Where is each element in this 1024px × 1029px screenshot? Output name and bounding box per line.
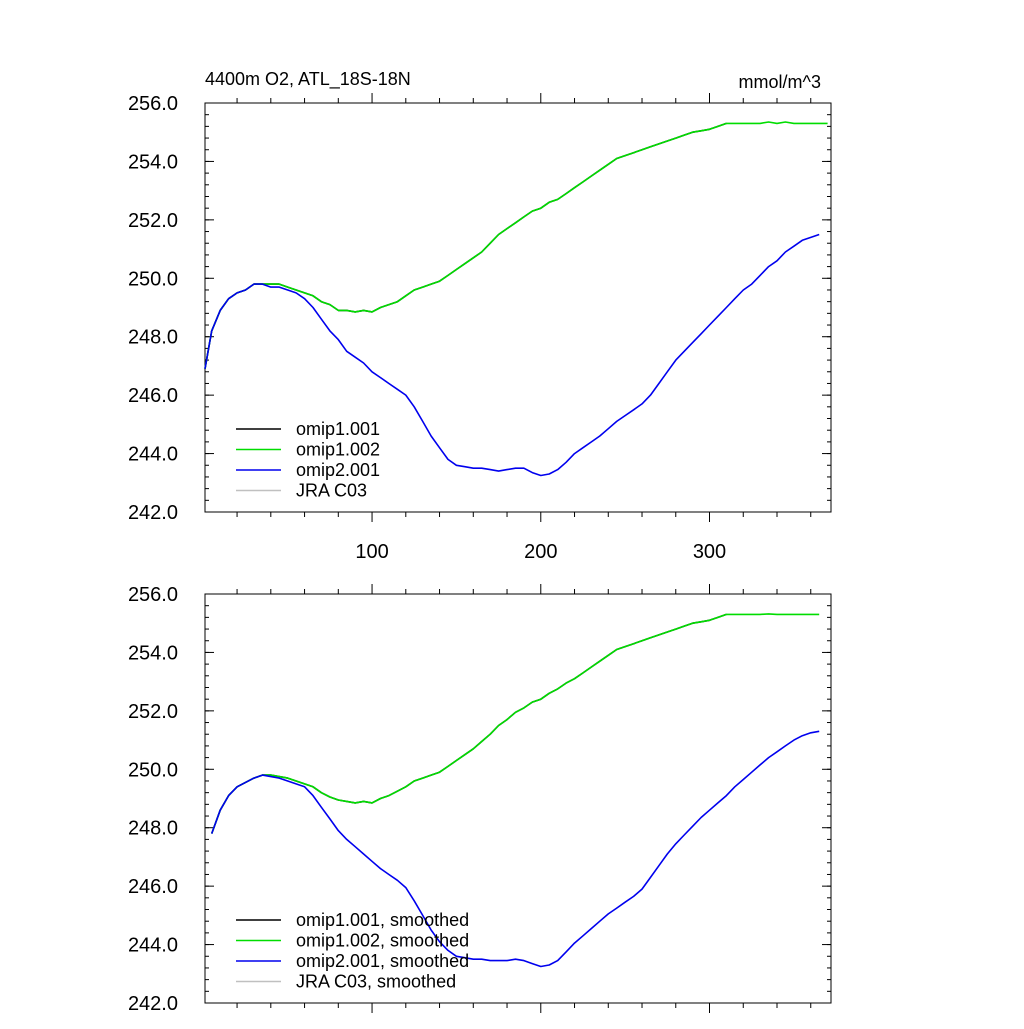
- lower-y-tick-label: 244.0: [128, 935, 178, 957]
- lower-plot-frame: [204, 593, 832, 1004]
- lower-y-tick-label: 248.0: [128, 818, 178, 840]
- lower-series-line-1: [210, 613, 727, 834]
- upper-panel: 4400m O2, ATL_18S-18N mmol/m^3 242.0 244.…: [128, 69, 832, 563]
- lower-legend-label: omip1.001, smoothed: [296, 910, 469, 930]
- upper-x-tick-label: 100: [355, 541, 388, 563]
- upper-y-tick-label: 256.0: [128, 93, 178, 115]
- lower-legend-label: JRA C03, smoothed: [296, 972, 456, 992]
- lower-legend-label: omip2.001, smoothed: [296, 951, 469, 971]
- upper-legend-label: omip1.001: [296, 419, 380, 439]
- lower-y-tick-label: 254.0: [128, 642, 178, 664]
- lower-legend-label: omip1.002, smoothed: [296, 931, 469, 951]
- upper-series-lines: [204, 121, 828, 477]
- lower-y-tick-label: 246.0: [128, 876, 178, 898]
- lower-series-line-2: [210, 613, 820, 834]
- lower-y-tick-label: 242.0: [128, 993, 178, 1015]
- upper-y-tick-label: 254.0: [128, 151, 178, 173]
- lower-series-lines: [210, 613, 820, 968]
- upper-axis-ticks: [205, 93, 831, 522]
- upper-y-tick-label: 248.0: [128, 327, 178, 349]
- upper-x-tick-label: 300: [693, 541, 726, 563]
- upper-y-tick-label: 244.0: [128, 444, 178, 466]
- upper-y-tick-label: 250.0: [128, 268, 178, 290]
- upper-panel-units: mmol/m^3: [739, 72, 821, 92]
- upper-panel-title: 4400m O2, ATL_18S-18N: [205, 69, 411, 90]
- upper-series-line-2: [204, 121, 828, 369]
- lower-y-tick-label: 256.0: [128, 584, 178, 606]
- upper-y-tick-label: 242.0: [128, 502, 178, 524]
- upper-x-tick-label: 200: [524, 541, 557, 563]
- upper-legend-label: omip2.001: [296, 460, 380, 480]
- upper-legend-label: JRA C03: [296, 481, 367, 501]
- lower-series-line-3: [210, 730, 820, 968]
- lower-axis-ticks: [205, 584, 831, 1013]
- upper-series-line-3: [204, 233, 820, 477]
- upper-series-line-1: [204, 122, 727, 369]
- lower-y-tick-label: 252.0: [128, 701, 178, 723]
- upper-plot-frame: [204, 102, 832, 513]
- upper-y-tick-label: 246.0: [128, 385, 178, 407]
- lower-y-tick-label: 250.0: [128, 759, 178, 781]
- lower-axis-tick-labels: 242.0 244.0 246.0 248.0 250.0 252.0 254.0 256.0: [128, 584, 178, 1015]
- lower-panel: 242.0 244.0 246.0 248.0 250.0 252.0 254.0 256.0…: [128, 584, 832, 1015]
- upper-axis-tick-labels: 242.0 244.0 246.0 248.0 250.0 252.0 254.0 256.0…: [128, 93, 726, 563]
- upper-legend-label: omip1.002: [296, 440, 380, 460]
- upper-y-tick-label: 252.0: [128, 210, 178, 232]
